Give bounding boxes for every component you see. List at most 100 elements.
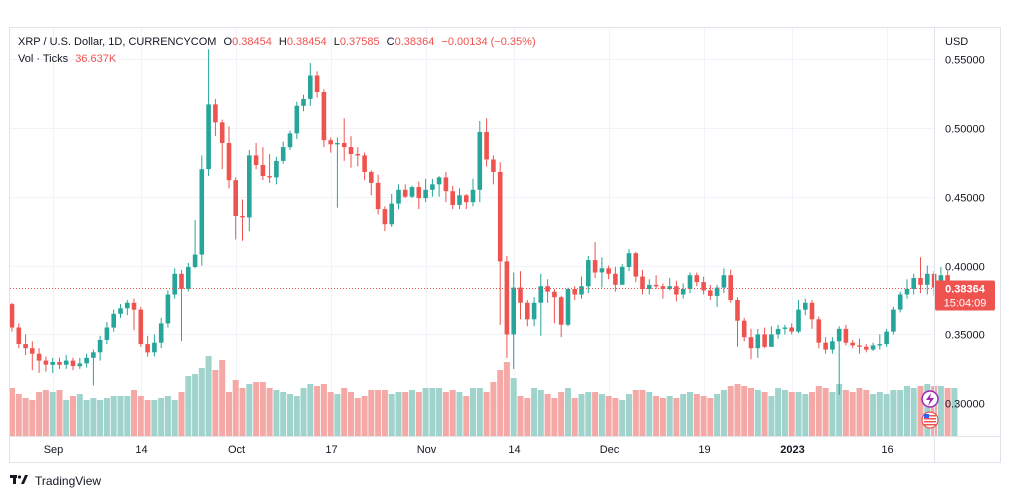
- volume-bar: [585, 392, 592, 436]
- candle-body: [613, 273, 618, 285]
- time-axis[interactable]: Sep 14 Oct 17 Nov 14 Dec 19 2023 16: [44, 444, 894, 456]
- volume-bar: [788, 392, 795, 436]
- volume-bar: [693, 394, 700, 436]
- low-value: 0.37585: [339, 36, 380, 48]
- volume-bar: [653, 396, 660, 436]
- candle-body: [111, 313, 116, 328]
- candle-body: [152, 342, 157, 353]
- candle-body: [430, 184, 435, 190]
- volume-bar: [537, 390, 544, 436]
- candle-body: [925, 273, 930, 285]
- grid-lines: [10, 28, 934, 436]
- candle-body: [409, 187, 415, 197]
- volume-bar: [395, 392, 402, 436]
- candle-body: [728, 275, 733, 300]
- volume-bar: [185, 376, 192, 436]
- candle-body: [531, 302, 537, 320]
- volume-bar: [442, 392, 449, 436]
- candle-body: [16, 327, 22, 344]
- candle-body: [803, 302, 808, 310]
- candle-body: [355, 154, 361, 156]
- volume-bar: [259, 382, 266, 436]
- y-tick-label: 0.35000: [945, 330, 985, 342]
- candle-body: [864, 346, 869, 350]
- chart-frame[interactable]: 0.30000 0.35000 0.40000 0.45000 0.50000 0.550…: [9, 27, 1001, 463]
- volume-bar: [287, 394, 293, 436]
- candle-body: [280, 147, 286, 161]
- volume-bar: [924, 384, 931, 436]
- candle-body: [491, 159, 496, 172]
- x-tick-label: Sep: [44, 444, 64, 456]
- x-tick-label: 14: [135, 444, 147, 456]
- candle-body: [484, 132, 489, 160]
- symbol-title[interactable]: XRP / U.S. Dollar, 1D, CURRENCYCOM: [18, 36, 217, 48]
- candle-body: [253, 155, 259, 165]
- volume-bar: [429, 388, 436, 436]
- volume-bar: [503, 362, 510, 436]
- volume-bar: [571, 398, 578, 436]
- candle-body: [477, 132, 483, 190]
- volume-legend[interactable]: Vol · Ticks 36.637K: [18, 53, 116, 65]
- candle-body: [552, 291, 557, 298]
- side-icons[interactable]: [921, 390, 939, 429]
- x-tick-label: 14: [508, 444, 520, 456]
- volume-bar: [856, 388, 863, 436]
- volume-bar: [97, 400, 104, 436]
- volume-bar: [734, 384, 741, 436]
- volume-bar: [388, 394, 395, 436]
- volume-bar: [415, 392, 422, 436]
- volume-bar: [544, 394, 551, 436]
- candle-body: [402, 189, 408, 197]
- candle-body: [836, 328, 842, 342]
- volume-bar: [490, 382, 497, 436]
- candle-body: [558, 297, 564, 325]
- candle-body: [206, 104, 211, 170]
- volume-bar: [361, 396, 368, 436]
- candle-body: [375, 182, 381, 210]
- symbol-legend[interactable]: XRP / U.S. Dollar, 1D, CURRENCYCOM O0.38…: [18, 36, 536, 48]
- us-flag-event-icon[interactable]: [921, 411, 939, 429]
- candle-body: [247, 155, 252, 218]
- candle-body: [667, 286, 672, 289]
- candle-body: [125, 302, 130, 309]
- volume-bar: [578, 394, 585, 436]
- candle-body: [382, 209, 388, 225]
- tradingview-brand[interactable]: TradingView: [35, 473, 102, 488]
- volume-bar: [381, 390, 388, 436]
- candle-body: [172, 273, 177, 295]
- volume-bar: [876, 392, 883, 436]
- candle-body: [579, 286, 584, 295]
- volume-bar: [36, 392, 43, 436]
- high-label: H: [278, 36, 287, 48]
- volume-bar: [761, 392, 768, 436]
- candlestick-chart[interactable]: 0.30000 0.35000 0.40000 0.45000 0.50000 0.550…: [10, 28, 1000, 462]
- volume-bar: [56, 390, 63, 436]
- candle-body: [674, 286, 679, 295]
- candle-body: [525, 302, 530, 320]
- volume-bar: [164, 396, 171, 436]
- volume-bar: [63, 400, 70, 436]
- candle-body: [687, 275, 693, 289]
- candle-body: [789, 327, 794, 332]
- current-price-label: 0.38364 15:04:09: [935, 280, 995, 311]
- lightning-event-icon[interactable]: [921, 390, 939, 408]
- candle-body: [735, 300, 740, 321]
- candle-body: [43, 360, 49, 365]
- volume-bar: [449, 390, 456, 436]
- candle-body: [97, 339, 103, 353]
- volume-label[interactable]: Vol · Ticks: [18, 53, 69, 65]
- price-axis[interactable]: 0.30000 0.35000 0.40000 0.45000 0.50000 0.550…: [945, 55, 985, 411]
- y-tick-label: 0.40000: [945, 262, 985, 274]
- candle-body: [572, 289, 577, 295]
- volume-bar: [348, 392, 354, 436]
- volume-bar: [775, 388, 782, 436]
- y-tick-label: 0.55000: [945, 55, 985, 67]
- tradingview-logo-icon[interactable]: [10, 473, 30, 488]
- volume-bar: [273, 390, 280, 436]
- current-price-text: 0.38364: [945, 284, 986, 296]
- volume-bar: [897, 390, 904, 436]
- candle-body: [457, 195, 462, 205]
- candle-body: [63, 360, 69, 365]
- ohlc-close: C0.38364: [387, 36, 435, 48]
- x-tick-label: 2023: [780, 444, 804, 456]
